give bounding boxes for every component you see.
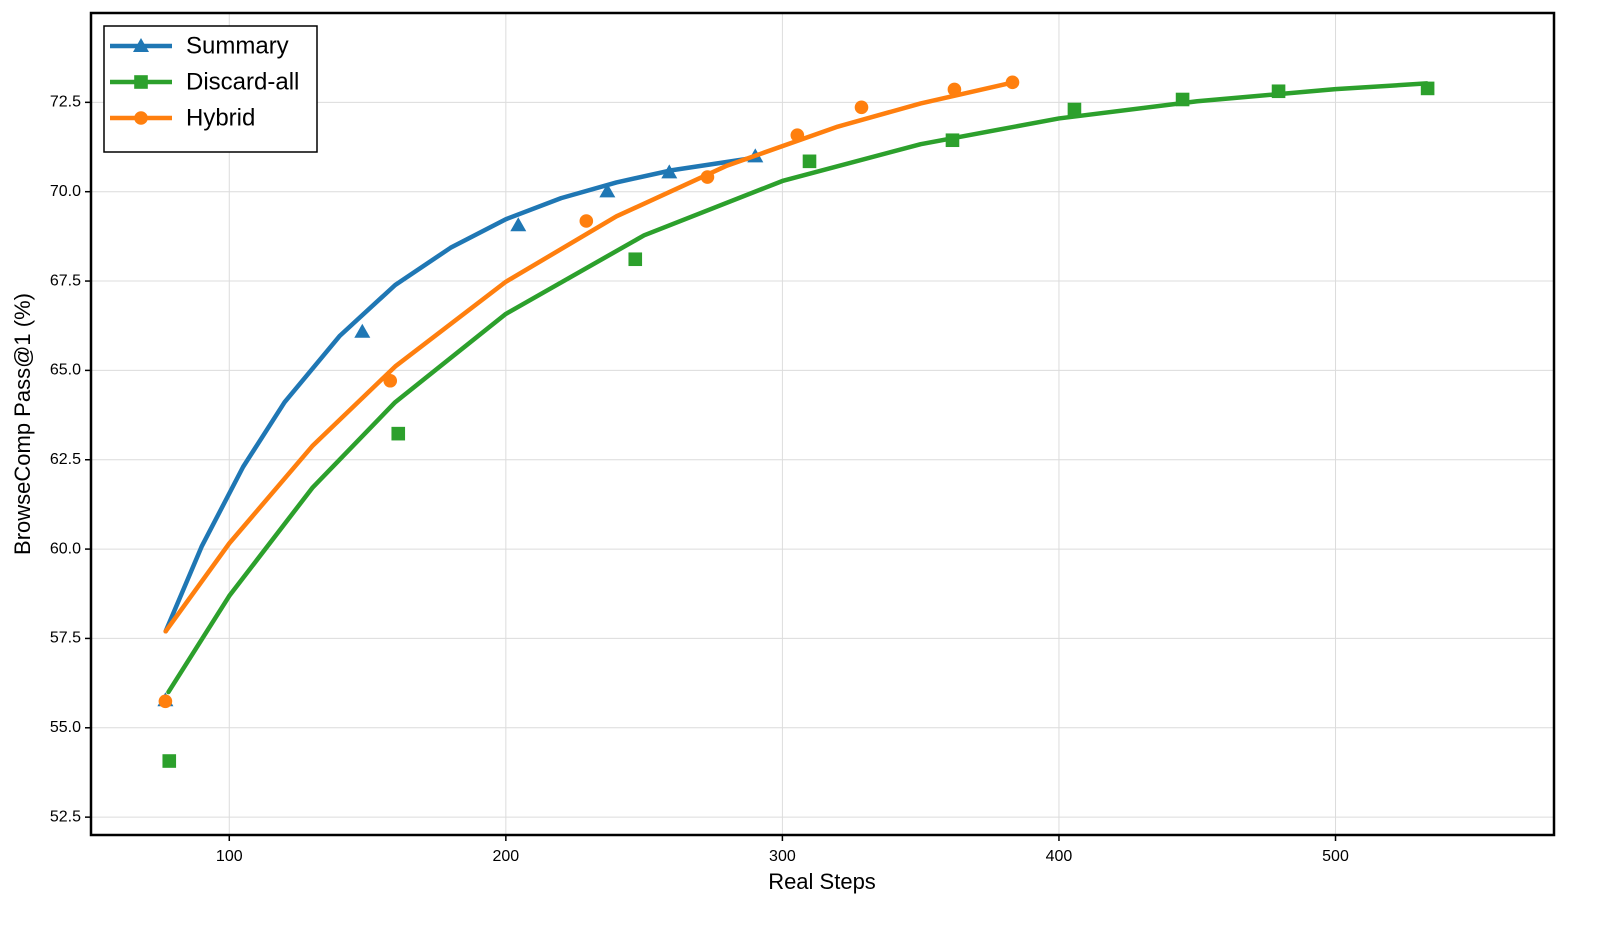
grid — [91, 13, 1554, 835]
marker — [158, 694, 173, 709]
marker — [700, 170, 715, 184]
marker — [661, 164, 678, 179]
legend: Summary Discard-all Hybrid — [103, 25, 318, 153]
ticks: 100 200 300 400 500 52.5 55.0 57.5 60.0 62.5 65.0 6… — [50, 94, 1349, 866]
plot-frame — [89, 11, 1556, 837]
x-tick-label: 100 — [216, 848, 243, 865]
y-tick-label: 72.5 — [50, 94, 81, 111]
y-tick-label: 70.0 — [50, 183, 81, 200]
marker — [133, 38, 149, 52]
marker — [579, 214, 594, 228]
x-tick-label: 300 — [769, 848, 796, 865]
marker — [790, 128, 805, 143]
marker — [1271, 84, 1286, 99]
marker — [1005, 75, 1020, 90]
marker — [391, 426, 406, 441]
y-tick-label: 57.5 — [50, 630, 81, 647]
marker — [134, 111, 148, 125]
marker — [628, 252, 643, 267]
marker — [599, 183, 616, 198]
marker — [945, 133, 960, 148]
y-tick-label: 67.5 — [50, 272, 81, 289]
marker — [354, 323, 371, 338]
y-tick-label: 60.0 — [50, 540, 81, 557]
marker — [802, 154, 817, 169]
y-tick-label: 55.0 — [50, 719, 81, 736]
marker — [947, 82, 962, 97]
fit-line — [163, 80, 1015, 634]
x-axis-label: Real Steps — [768, 869, 876, 894]
x-tick-label: 500 — [1322, 848, 1349, 865]
fit-line — [163, 155, 757, 634]
legend-label: Discard-all — [186, 68, 299, 95]
y-tick-label: 52.5 — [50, 808, 81, 825]
y-tick-label: 62.5 — [50, 451, 81, 468]
y-tick-label: 65.0 — [50, 362, 81, 379]
fit-line — [166, 81, 1430, 695]
marker — [510, 217, 527, 232]
x-tick-label: 200 — [492, 848, 519, 865]
plot-area — [157, 75, 1435, 768]
legend-label: Hybrid — [186, 104, 255, 131]
marker — [1175, 92, 1190, 107]
marker — [854, 100, 869, 115]
marker — [1067, 102, 1082, 117]
marker — [162, 754, 177, 768]
x-tick-label: 400 — [1046, 848, 1073, 865]
marker — [1420, 81, 1435, 96]
legend-label: Summary — [186, 32, 289, 59]
marker — [383, 373, 398, 388]
marker — [134, 75, 148, 89]
y-axis-label: BrowseComp Pass@1 (%) — [10, 293, 35, 555]
